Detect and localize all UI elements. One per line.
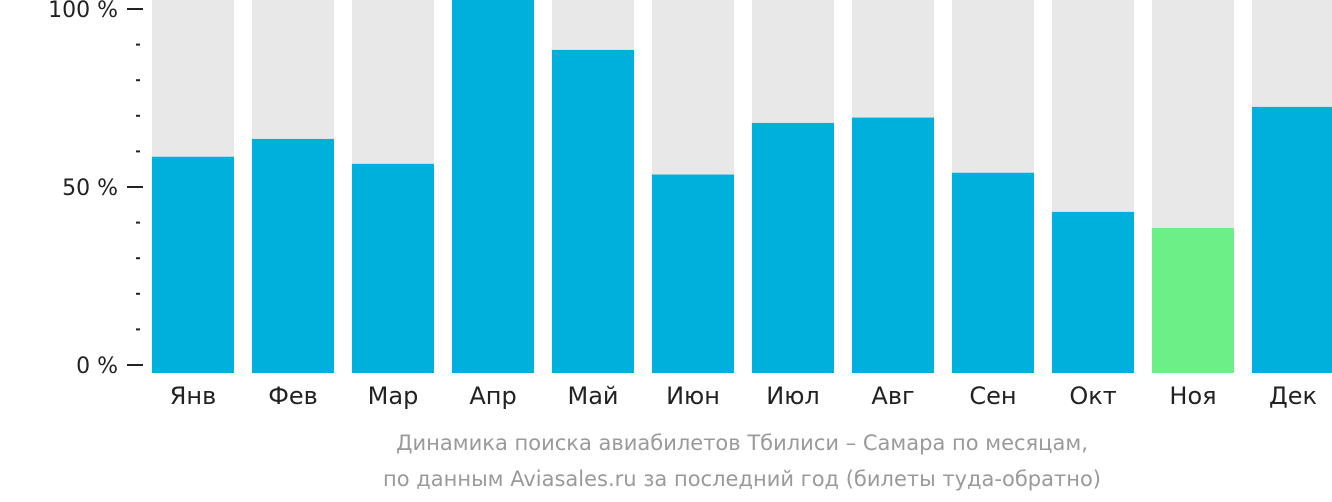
bar-7 (752, 122, 834, 373)
x-tick-label: Окт (1069, 382, 1116, 410)
bar-1 (152, 156, 234, 373)
x-tick-label: Мар (368, 382, 419, 410)
y-tick-label: 0 % (76, 354, 118, 379)
x-tick-label: Май (567, 382, 618, 410)
x-tick-label: Сен (969, 382, 1016, 410)
x-tick-label: Янв (170, 382, 217, 410)
bar-10 (1052, 211, 1134, 373)
bar-3 (352, 163, 434, 373)
bar-8 (852, 117, 934, 373)
bar-12 (1252, 106, 1332, 374)
x-tick-label: Июн (666, 382, 720, 410)
bar-9 (952, 172, 1034, 373)
y-tick-label: 50 % (62, 176, 118, 201)
bar-4 (452, 0, 534, 373)
x-tick-label: Апр (469, 382, 516, 410)
chart-caption-line-2: по данным Aviasales.ru за последний год … (383, 467, 1101, 491)
x-tick-label: Июл (766, 382, 820, 410)
y-tick-label: 100 % (48, 0, 118, 23)
bar-6 (652, 174, 734, 373)
chart-caption-line-1: Динамика поиска авиабилетов Тбилиси – Са… (396, 431, 1088, 455)
bar-5 (552, 49, 634, 373)
x-tick-label: Ноя (1169, 382, 1216, 410)
x-tick-label: Авг (871, 382, 914, 410)
bar-2 (252, 138, 334, 373)
x-tick-label: Дек (1269, 382, 1317, 410)
bar-11 (1152, 227, 1234, 373)
x-tick-label: Фев (268, 382, 318, 410)
